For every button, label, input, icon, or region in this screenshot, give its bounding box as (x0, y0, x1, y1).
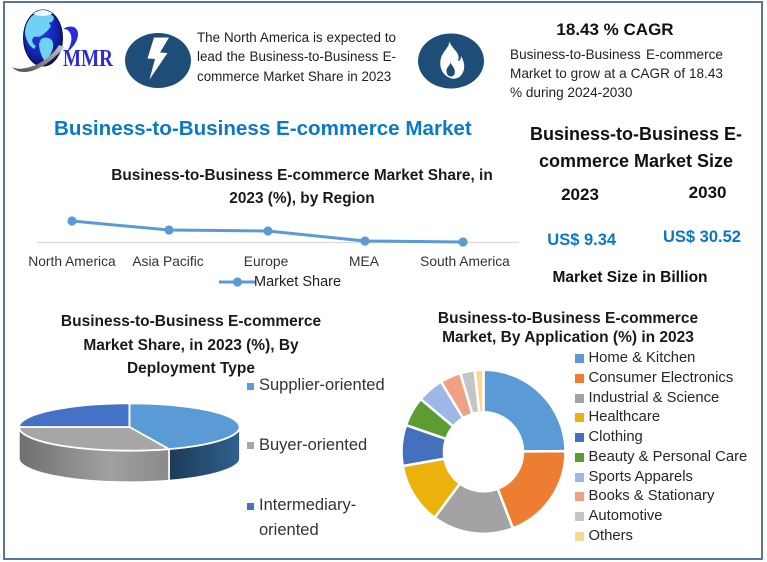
svg-text:MMR: MMR (63, 46, 114, 72)
